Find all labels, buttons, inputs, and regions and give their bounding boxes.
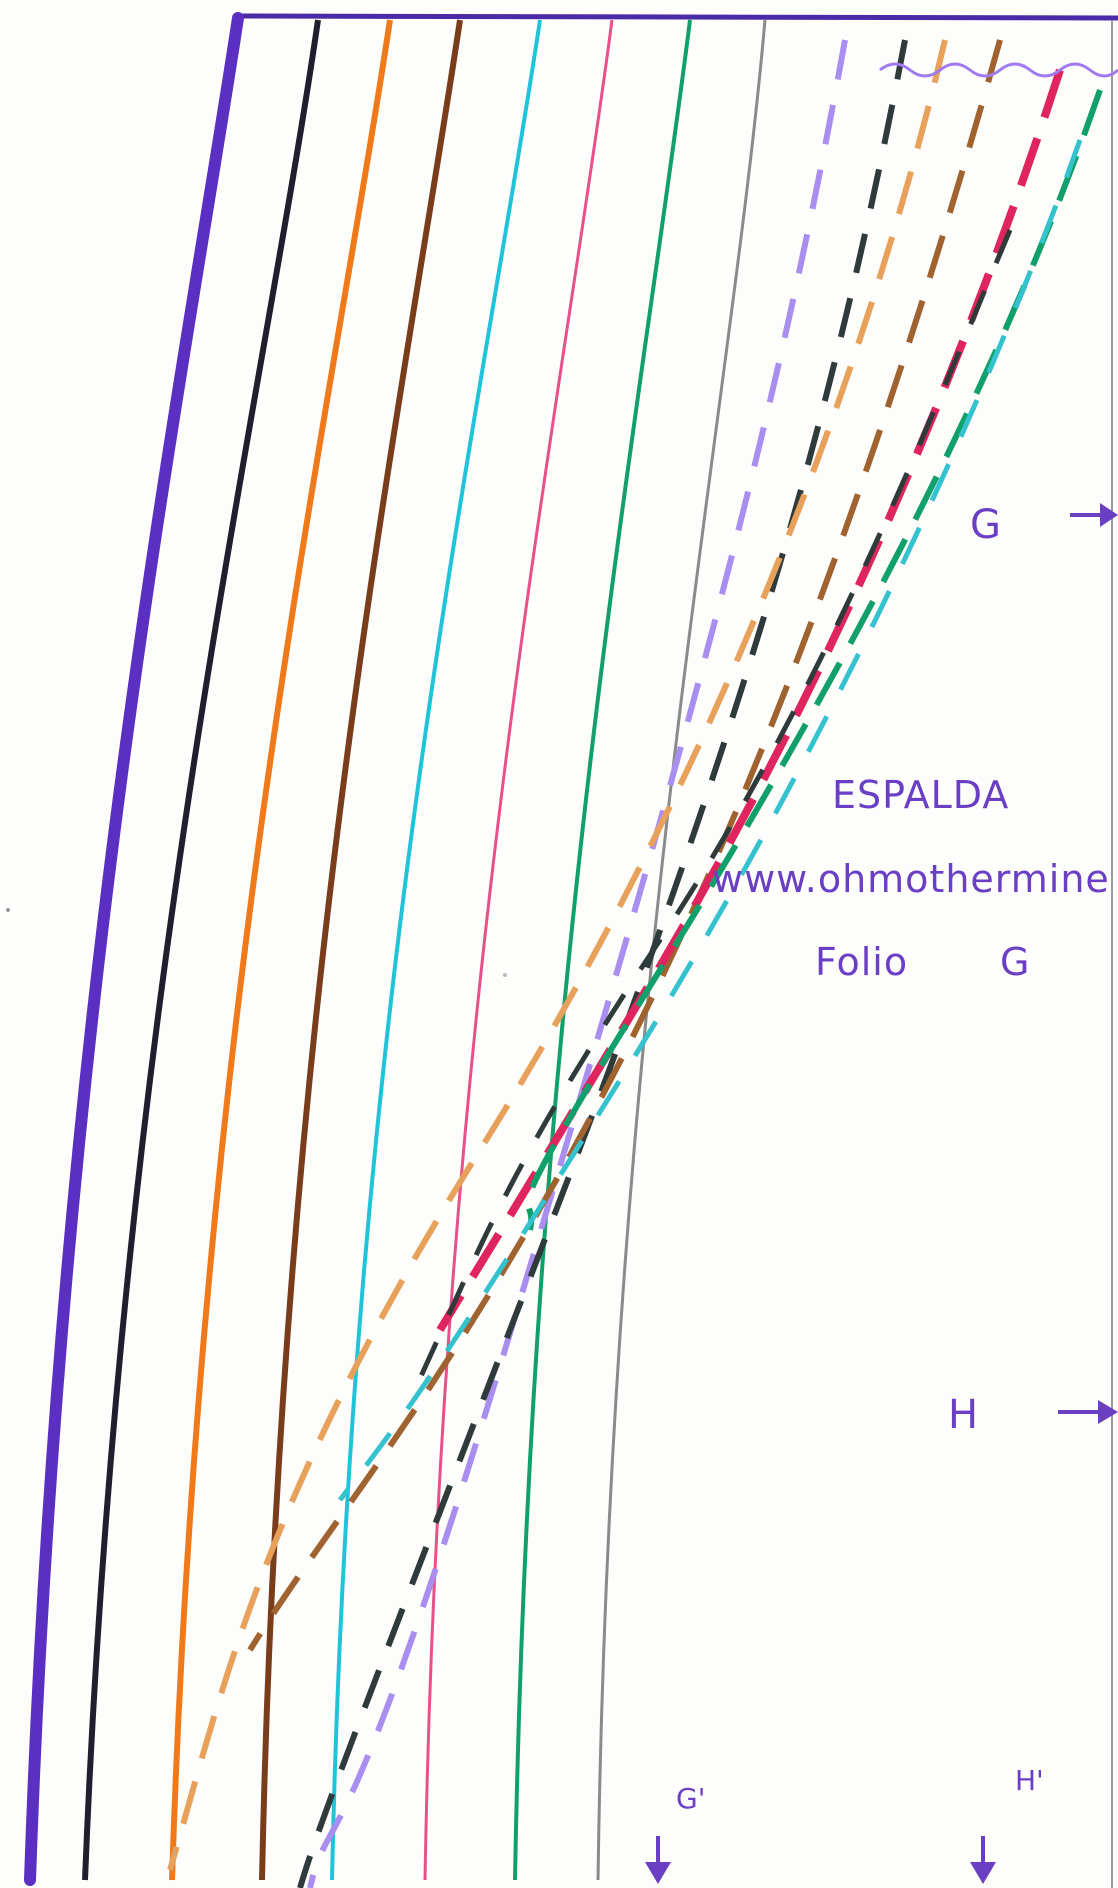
- dashed-line-2: [297, 39, 908, 1888]
- notch-h-marker: H: [948, 1392, 1118, 1438]
- website-label: www.ohmothermine: [712, 857, 1110, 901]
- top-border-line: [237, 13, 1118, 21]
- dashed-line-8: [407, 229, 1013, 1402]
- dashed-line-7: [338, 139, 1083, 1502]
- size-line-3: [169, 19, 393, 1881]
- notch-g-label: G: [970, 502, 1001, 548]
- dashed-line-4: [247, 39, 1003, 1652]
- notch-g-prime-marker: G': [645, 1782, 705, 1884]
- dashed-line-6: [525, 89, 1103, 1231]
- notch-h-prime-label: H': [1015, 1764, 1044, 1797]
- size-line-7: [513, 19, 692, 1881]
- notch-g-prime-label: G': [676, 1782, 705, 1815]
- folio-label: Folio: [815, 940, 908, 984]
- size-line-2: [82, 19, 321, 1881]
- stray-dot-mid: [503, 973, 507, 977]
- size-line-4: [259, 19, 463, 1881]
- folio-value: G: [1000, 940, 1030, 984]
- stray-dot-left: [6, 908, 10, 912]
- dashed-line-5: [436, 68, 1064, 1333]
- size-line-5: [330, 19, 542, 1881]
- size-line-1: [24, 12, 244, 1886]
- dashed-line-3: [167, 39, 948, 1871]
- notch-h-prime-marker: H': [970, 1764, 1044, 1884]
- wavy-top-line: [879, 62, 1118, 78]
- piece-label: ESPALDA: [832, 773, 1009, 817]
- notch-g-marker: G: [970, 502, 1118, 548]
- size-line-6: [423, 19, 614, 1881]
- dashed-line-1: [307, 39, 848, 1888]
- notch-h-label: H: [948, 1392, 978, 1438]
